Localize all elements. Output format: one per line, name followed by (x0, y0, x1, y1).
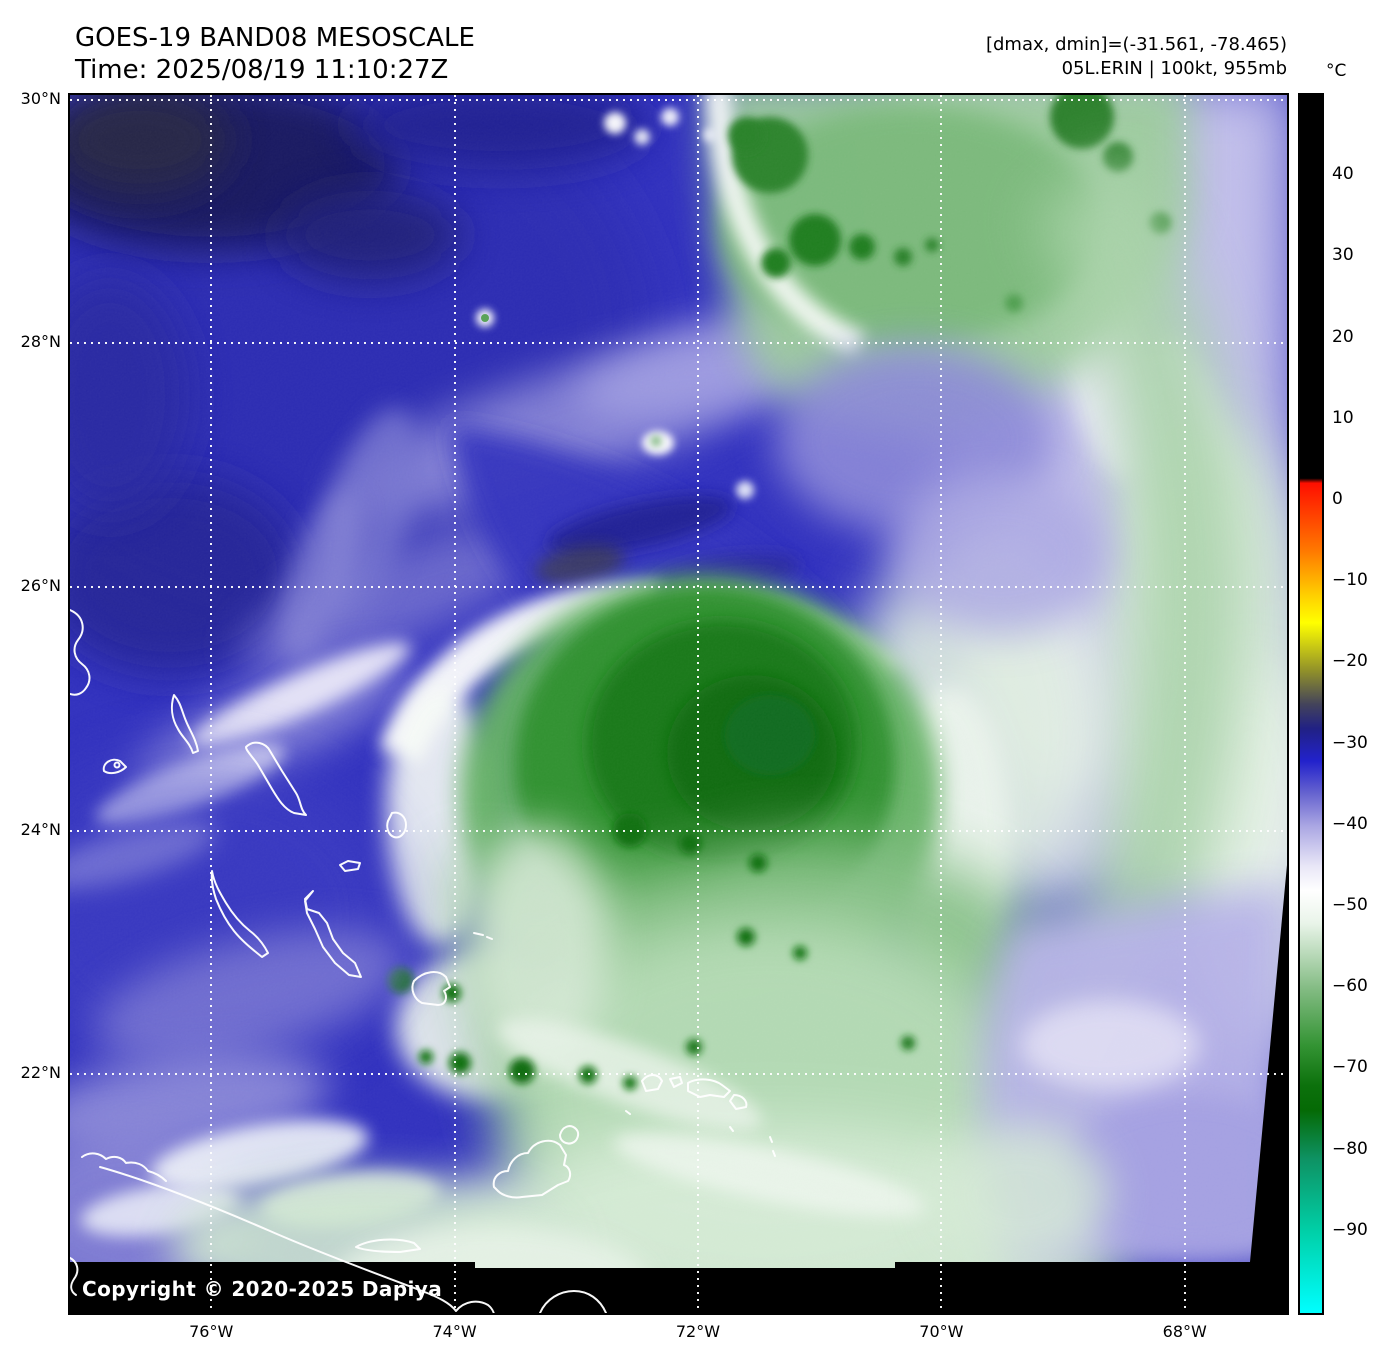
gridline-lon-68 (1183, 95, 1186, 1313)
coast-new-providence (102, 758, 127, 775)
storm-info-annotation: 05L.ERIN | 100kt, 955mb (1061, 58, 1287, 79)
lat-tick-label-22: 22°N (20, 1063, 61, 1083)
gridline-lat-22 (70, 1073, 1287, 1076)
coast-turks-caicos (641, 1074, 748, 1110)
colorbar-tick-10: 10 (1332, 407, 1354, 428)
gridline-lon-70 (940, 95, 943, 1313)
lat-tick-label-28: 28°N (20, 332, 61, 352)
lon-tick-label-70: 70°W (919, 1322, 964, 1341)
colorbar-tick-20: 20 (1332, 326, 1354, 347)
timestamp: Time: 2025/08/19 11:10:27Z (75, 55, 449, 85)
coast-crooked-acklins (304, 890, 362, 978)
copyright-watermark: Copyright © 2020-2025 Dapiya (82, 1277, 443, 1301)
coast-little-inagua (559, 1125, 580, 1145)
colorbar-unit-label: °C (1326, 61, 1347, 81)
colorbar-tick--30: −30 (1332, 732, 1368, 753)
gridline-lat-30 (70, 98, 1287, 101)
coast-haiti (539, 1290, 607, 1313)
coast-small-islets (625, 1110, 776, 1157)
gridline-lat-28 (70, 342, 1287, 345)
colorbar-tick--20: −20 (1332, 651, 1368, 672)
dmax-dmin-annotation: [dmax, dmin]=(-31.561, -78.465) (985, 34, 1287, 55)
coast-cuba (99, 1166, 495, 1313)
lon-tick-label-68: 68°W (1162, 1322, 1207, 1341)
colorbar-tick--90: −90 (1332, 1219, 1368, 1240)
lon-tick-label-72: 72°W (675, 1322, 721, 1341)
gridline-lat-26 (70, 586, 1287, 589)
colorbar-tick--40: −40 (1332, 813, 1368, 834)
coast-islet-dot (113, 761, 121, 769)
coast-tortuga (355, 1238, 421, 1253)
colorbar-tick-0: 0 (1332, 489, 1343, 509)
gridline-lon-74 (453, 95, 456, 1313)
coast-mayaguana (411, 971, 451, 1006)
colorbar-tick-40: 40 (1332, 164, 1354, 185)
colorbar-tick--60: −60 (1332, 976, 1368, 997)
gridline-lon-72 (696, 95, 699, 1313)
coast-great-inagua (492, 1139, 572, 1199)
coast-left-fragment (70, 1256, 79, 1296)
lat-tick-label-26: 26°N (20, 576, 61, 596)
colorbar-tick-30: 30 (1332, 245, 1354, 266)
coast-cuba-cays (81, 1152, 167, 1182)
satellite-image (70, 95, 1287, 1313)
image-grain-texture (70, 95, 1287, 1313)
coast-plana-cays (473, 932, 493, 940)
coast-eleuthera (245, 741, 307, 816)
lon-tick-label-74: 74°W (432, 1322, 477, 1341)
map-area: Copyright © 2020-2025 Dapiya (68, 93, 1289, 1315)
coastlines (70, 609, 776, 1313)
lat-tick-label-30: 30°N (20, 88, 61, 108)
coast-long-island (210, 870, 269, 958)
colorbar-tick--80: −80 (1332, 1138, 1368, 1159)
colorbar-tick--70: −70 (1332, 1057, 1368, 1078)
colorbar (1298, 93, 1324, 1315)
gridline-lat-24 (70, 829, 1287, 832)
sector-edge-black (70, 865, 1287, 1313)
gridline-lon-76 (210, 95, 213, 1313)
colorbar-gradient (1300, 95, 1322, 1313)
lat-tick-label-24: 24°N (20, 819, 61, 839)
lon-tick-label-76: 76°W (189, 1322, 234, 1341)
coast-abaco (70, 609, 91, 696)
coast-cat-island (170, 694, 199, 754)
coast-samana-cay (339, 860, 361, 872)
colorbar-tick--10: −10 (1332, 570, 1368, 591)
page-title: GOES-19 BAND08 MESOSCALE (75, 23, 475, 53)
coast-san-salvador (386, 811, 407, 839)
colorbar-tick--50: −50 (1332, 895, 1368, 915)
